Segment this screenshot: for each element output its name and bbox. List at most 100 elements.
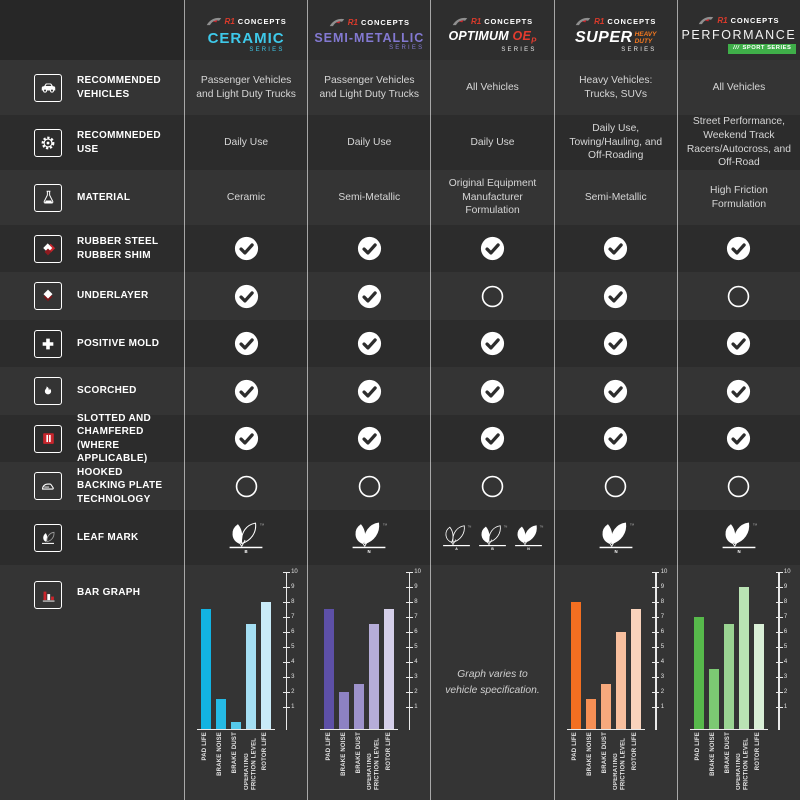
y-tick-label: 2	[660, 689, 665, 695]
cell-performance-rubber-shim	[678, 225, 800, 272]
cell-optimum-slotted	[431, 415, 555, 462]
cell-super-heavy-duty-use: Daily Use, Towing/Hauling, and Off-Roadi…	[555, 115, 678, 170]
check-icon	[480, 426, 505, 451]
check-icon	[604, 331, 628, 356]
cell-ceramic-material: Ceramic	[185, 170, 309, 225]
bar-operating-friction-level	[738, 586, 749, 729]
row-recommended-vehicles: RECOMMENDED VEHICLES Passenger Vehicles …	[0, 60, 800, 115]
bar-brake-noise	[585, 699, 596, 729]
y-tick-label: 6	[414, 629, 418, 635]
row-label-scorched: SCORCHED	[0, 367, 185, 415]
x-label-pad-life: PAD LIFE	[202, 732, 209, 761]
cell-optimum-rubber-shim	[431, 225, 555, 272]
cell-ceramic-graph: 1 2 3 4 5 6 7 8 9 10 PAD LIFE BRAKE NOISE BRAKE DUST…	[185, 565, 309, 800]
y-tick-label: 3	[291, 674, 295, 680]
y-tick-label: 2	[291, 689, 295, 695]
check-icon	[357, 331, 381, 356]
y-tick-label: 7	[414, 614, 418, 620]
cell-super-heavy-duty-hooked	[555, 462, 678, 510]
leaf-mark-icon: B TM	[229, 522, 265, 554]
svg-text:B: B	[491, 547, 494, 551]
r1-concepts-logo: R1 CONCEPTS	[452, 15, 533, 27]
cell-semi-metallic-positive-mold	[308, 320, 432, 367]
cell-super-heavy-duty-rubber-shim	[555, 225, 678, 272]
row-hooked-backing-plate: HOOKED BACKING PLATE TECHNOLOGY	[0, 462, 800, 510]
cell-semi-metallic-use: Daily Use	[308, 115, 432, 170]
cell-optimum-hooked	[431, 462, 555, 510]
y-tick-label: 5	[414, 644, 418, 650]
check-icon	[234, 379, 258, 403]
y-tick-label: 1	[291, 704, 295, 710]
empty-circle-icon	[728, 475, 750, 497]
bar-operating-friction-level	[369, 624, 380, 729]
check-icon	[604, 236, 628, 261]
y-tick-label: 7	[291, 614, 295, 620]
svg-text:N: N	[614, 549, 617, 554]
cell-semi-metallic-leaf-mark: N TM	[308, 510, 432, 565]
check-icon	[234, 236, 258, 261]
check-icon	[727, 331, 751, 356]
check-icon	[727, 379, 751, 403]
cell-optimum-scorched	[431, 367, 555, 415]
svg-text:N: N	[368, 549, 371, 554]
leaf-mark-icon: N TM	[515, 525, 543, 551]
cell-ceramic-leaf-mark: B TM	[185, 510, 309, 565]
cell-performance-underlayer	[678, 272, 800, 320]
y-tick-label: 3	[783, 674, 788, 680]
slotted-icon	[34, 424, 62, 453]
row-scorched: SCORCHED	[0, 367, 800, 415]
cell-performance-slotted	[678, 415, 800, 462]
cell-optimum-vehicles: All Vehicles	[431, 60, 555, 115]
check-icon	[604, 379, 628, 403]
cell-semi-metallic-underlayer	[308, 272, 432, 320]
x-label-brake-dust: BRAKE DUST	[355, 732, 362, 774]
cell-semi-metallic-vehicles: Passenger Vehicles and Light Duty Trucks	[308, 60, 432, 115]
r1-concepts-logo: R1 CONCEPTS	[329, 17, 410, 29]
y-tick-label: 7	[660, 614, 665, 620]
rubber-shim-icon	[34, 234, 62, 263]
cell-super-heavy-duty-scorched	[555, 367, 678, 415]
svg-text:TM: TM	[383, 522, 388, 526]
row-label-material: MATERIAL	[0, 170, 185, 225]
r1-swoosh-icon	[575, 17, 591, 25]
graph-note: Graph varies to vehicle specification.	[445, 669, 540, 696]
y-tick-label: 1	[414, 704, 418, 710]
r1-concepts-logo: R1 CONCEPTS	[206, 16, 287, 28]
cell-ceramic-use: Daily Use	[185, 115, 309, 170]
r1-concepts-logo: R1 CONCEPTS	[575, 15, 656, 27]
svg-text:N: N	[527, 547, 530, 551]
row-slotted-chamfered: SLOTTED AND CHAMFERED (WHERE APPLICABLE)	[0, 413, 800, 464]
row-rubber-steel-rubber-shim: RUBBER STEEL RUBBER SHIM	[0, 225, 800, 272]
backing-plate-icon	[34, 472, 62, 500]
row-material: MATERIAL Ceramic Semi-Metallic Original …	[0, 170, 800, 225]
row-leaf-mark: LEAF MARK B TM N TM A TM B TM N TM N TM N TM	[0, 510, 800, 565]
x-label-brake-dust: BRAKE DUST	[601, 732, 608, 774]
header-spacer	[0, 0, 185, 60]
bar-pad-life	[570, 601, 581, 729]
bar-rotor-life	[753, 624, 764, 729]
row-label-bar-graph: BAR GRAPH	[0, 565, 185, 800]
x-label-operating-friction-level: OPERATING FRICTION LEVEL	[366, 737, 381, 790]
row-label-hooked-backing-plate: HOOKED BACKING PLATE TECHNOLOGY	[0, 462, 185, 510]
empty-circle-icon	[728, 285, 750, 307]
y-tick-label: 10	[414, 569, 421, 575]
bar-chart-performance-sport-series: 1 2 3 4 5 6 7 8 9 10 PAD LIFE BRAKE NOISE BRAKE DUST…	[678, 565, 800, 800]
x-label-brake-dust: BRAKE DUST	[725, 732, 732, 774]
x-label-operating-friction-level: OPERATING FRICTION LEVEL	[613, 737, 627, 790]
check-icon	[604, 284, 628, 308]
series-title-ceramic: CERAMIC SERIES	[207, 29, 285, 53]
y-tick-label: 3	[660, 674, 665, 680]
y-tick-label: 6	[660, 629, 665, 635]
cell-semi-metallic-material: Semi-Metallic	[308, 170, 432, 225]
r1-swoosh-icon	[206, 17, 221, 26]
plot-area	[566, 580, 645, 730]
check-icon	[480, 379, 505, 403]
leaf-mark-icon: N TM	[599, 522, 634, 554]
check-icon	[357, 236, 381, 261]
y-tick-label: 10	[660, 569, 668, 575]
row-label-slotted-chamfered: SLOTTED AND CHAMFERED (WHERE APPLICABLE)	[0, 413, 185, 464]
car-icon	[34, 73, 62, 102]
cell-optimum-use: Daily Use	[431, 115, 555, 170]
x-label-brake-noise: BRAKE NOISE	[710, 732, 717, 776]
y-tick-label: 5	[783, 644, 788, 650]
